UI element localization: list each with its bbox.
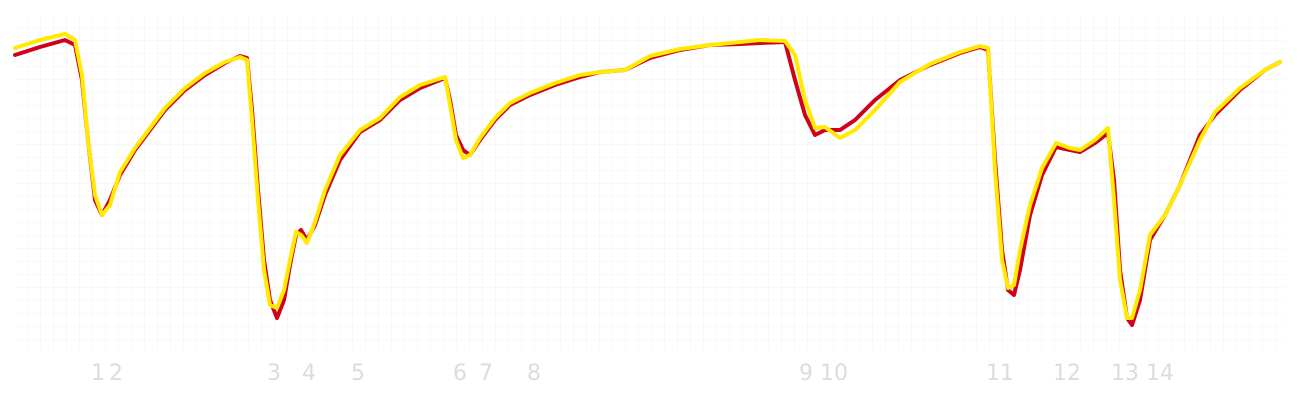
corner-label: 6 — [453, 361, 467, 386]
corner-label: 11 — [986, 361, 1014, 386]
corner-label: 2 — [109, 361, 123, 386]
grid — [15, 15, 1285, 350]
corner-label: 4 — [302, 361, 316, 386]
corner-label: 8 — [527, 361, 541, 386]
corner-label: 14 — [1146, 361, 1174, 386]
corner-label: 3 — [267, 361, 281, 386]
corner-label: 9 — [799, 361, 813, 386]
corner-label: 7 — [479, 361, 493, 386]
corner-label: 13 — [1111, 361, 1139, 386]
corner-label: 10 — [820, 361, 848, 386]
corner-label: 5 — [351, 361, 365, 386]
corner-label: 1 — [91, 361, 105, 386]
speed-line — [13, 32, 1282, 320]
corner-label: 12 — [1053, 361, 1081, 386]
